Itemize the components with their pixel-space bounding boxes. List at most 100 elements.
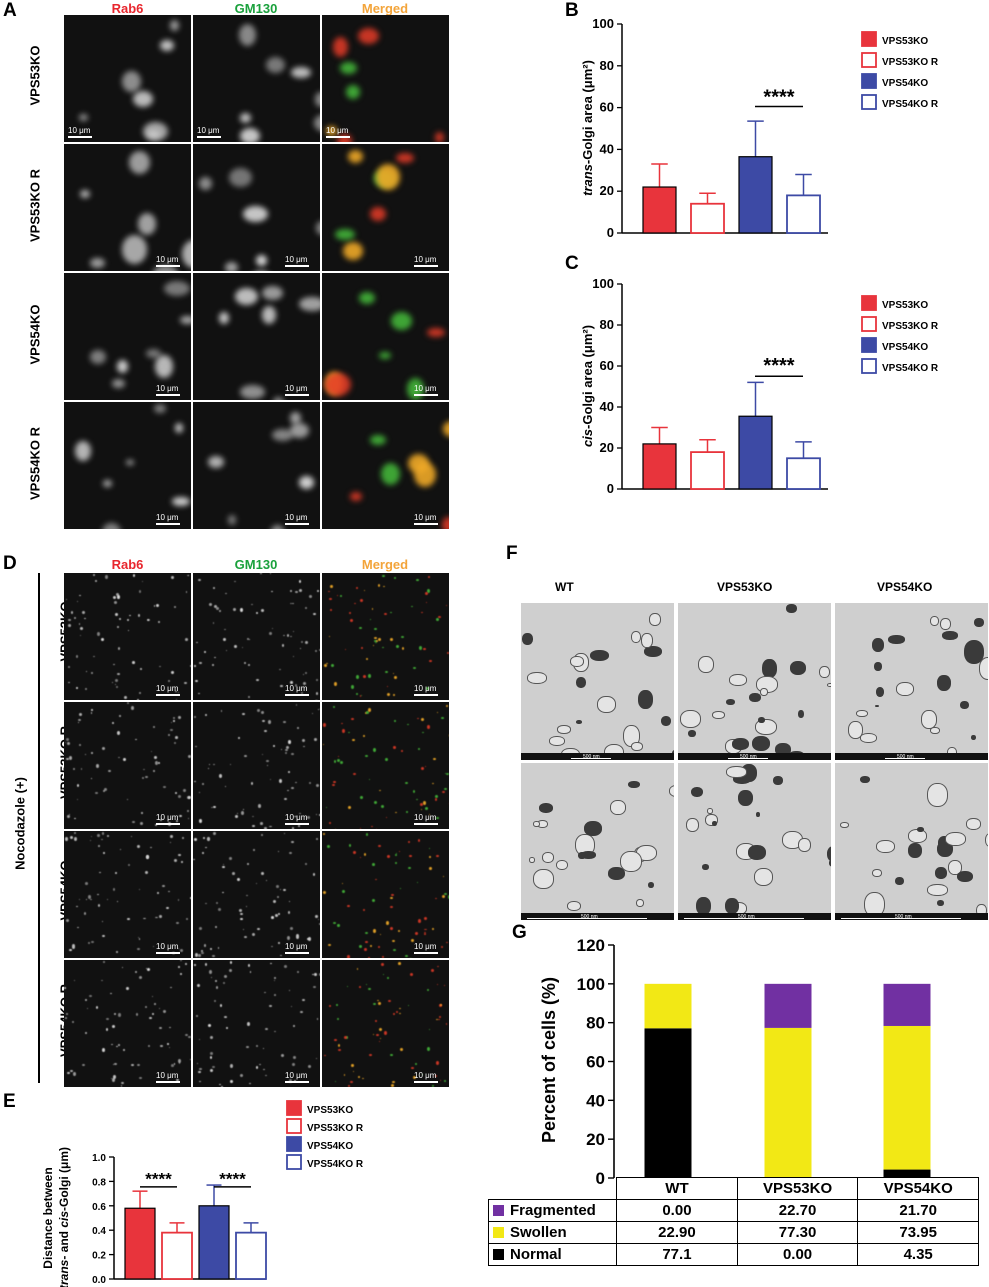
scale-bar-label: 10 μm: [414, 513, 437, 522]
scale-bar: [414, 265, 438, 267]
panel-label-d: D: [3, 553, 17, 574]
scale-bar: [326, 136, 350, 138]
scale-bar-label: 10 μm: [156, 255, 179, 264]
scale-bar: [156, 952, 180, 954]
y-tick-label: 0: [607, 481, 614, 496]
significance-stars: ****: [145, 1169, 172, 1188]
y-tick-label: 40: [600, 141, 614, 156]
scale-bar-label: 10 μm: [285, 513, 308, 522]
micrograph-tile: 10 μm: [64, 702, 191, 829]
bar-vps53ko-r: [161, 1231, 193, 1280]
em-scale-bar-strip: [521, 913, 674, 920]
legend-label: VPS53KO R: [882, 57, 939, 68]
chart-c-cis-golgi-area: 0 20 40 60 80 100 VPS53KO VPS53KO R VPS54KO VPS54…: [580, 276, 939, 496]
table-cell: 22.90: [616, 1221, 738, 1244]
em-scale-bar: [841, 918, 961, 919]
em-scale-bar-strip: [678, 753, 831, 760]
panel-label-a: A: [3, 0, 17, 21]
table-cell: 73.95: [857, 1221, 979, 1244]
scale-bar-label: 10 μm: [414, 813, 437, 822]
legend-label: VPS54KO R: [882, 99, 939, 110]
y-tick-label: 120: [577, 936, 605, 955]
scale-bar-label: 10 μm: [156, 384, 179, 393]
scale-bar: [414, 694, 438, 696]
y-axis-label: Percent of cells (%): [539, 977, 559, 1143]
table-cell: 77.1: [616, 1243, 738, 1266]
col-header-rab6: Rab6: [111, 1, 144, 16]
em-scale-bar: [728, 758, 768, 759]
y-tick-label: 0.0: [92, 1275, 106, 1286]
col-header-merged-d: Merged: [361, 557, 409, 572]
scale-bar-label: 10 μm: [285, 942, 308, 951]
legend-swatch: [861, 73, 877, 89]
bar-vps54ko-fragmented: [883, 983, 931, 1026]
micrograph-tile: 10 μm: [64, 960, 191, 1087]
col-header-gm130-d: GM130: [234, 557, 278, 572]
em-scale-bar-label: 500 nm: [738, 914, 755, 920]
scale-bar: [285, 394, 309, 396]
scale-bar-label: 10 μm: [414, 942, 437, 951]
y-tick-label: 60: [586, 1053, 605, 1072]
scale-bar: [285, 1081, 309, 1083]
legend-label: VPS53KO R: [882, 321, 939, 332]
legend-swatch: [861, 337, 877, 353]
legend-label: VPS53KO: [882, 300, 928, 311]
significance-stars: ****: [763, 355, 794, 377]
em-micrograph-tile: 500 nm: [678, 603, 831, 760]
em-scale-bar: [885, 758, 925, 759]
y-tick-label: 100: [592, 276, 614, 291]
bar-vps53ko-fragmented: [764, 983, 812, 1028]
scale-bar: [156, 265, 180, 267]
y-tick-label: 80: [600, 58, 614, 73]
bar-vps54ko: [738, 156, 773, 234]
table-cell: 21.70: [857, 1199, 979, 1222]
table-row-normal: Normal 77.1 0.00 4.35: [487, 1243, 979, 1266]
legend-label: VPS53KO: [882, 36, 928, 47]
bar-vps53ko-r: [690, 202, 725, 234]
legend-swatch: [286, 1118, 302, 1134]
y-tick-label: 100: [577, 975, 605, 994]
bar-vps54ko-normal: [883, 1169, 931, 1178]
em-scale-bar-strip: [521, 753, 674, 760]
em-scale-bar-label: 500 nm: [740, 754, 757, 760]
table-row-fragmented: Fragmented 0.00 22.70 21.70: [487, 1199, 979, 1222]
table-row-label: Swollen: [487, 1221, 618, 1244]
micrograph-tile: 10 μm: [322, 144, 449, 271]
legend-swatch: [861, 52, 877, 68]
col-header-gm130: GM130: [234, 1, 278, 16]
y-tick-label: 1.0: [92, 1153, 106, 1164]
scale-bar-label: 10 μm: [156, 942, 179, 951]
scale-bar-label: 10 μm: [156, 684, 179, 693]
micrograph-tile: 10 μm: [322, 831, 449, 958]
table-cell: 0.00: [736, 1243, 859, 1266]
micrograph-tile: 10 μm: [193, 144, 320, 271]
micrograph-tile: 10 μm: [64, 402, 191, 529]
legend-swatch: [861, 295, 877, 311]
table-cell: 22.70: [736, 1199, 859, 1222]
table-col-vps54ko: VPS54KO: [857, 1177, 979, 1200]
micrograph-tile: 10 μm: [193, 831, 320, 958]
micrograph-tile: 10 μm: [322, 960, 449, 1087]
bar-vps54ko-swollen: [883, 1025, 931, 1170]
micrograph-tile: 10 μm: [193, 573, 320, 700]
y-tick-label: 40: [600, 399, 614, 414]
scale-bar-label: 10 μm: [285, 813, 308, 822]
scale-bar: [414, 1081, 438, 1083]
micrograph-tile: 10 μm: [322, 573, 449, 700]
legend-swatch: [286, 1100, 302, 1116]
swatch-swollen: [493, 1227, 504, 1238]
scale-bar-label: 10 μm: [414, 384, 437, 393]
scale-bar-label: 10 μm: [68, 126, 91, 135]
em-header-wt: WT: [555, 580, 574, 594]
scale-bar-label: 10 μm: [156, 813, 179, 822]
scale-bar: [156, 1081, 180, 1083]
scale-bar-label: 10 μm: [285, 255, 308, 264]
table-corner: [488, 1177, 618, 1200]
swatch-normal: [493, 1249, 504, 1260]
em-micrograph-tile: 500 nm: [835, 763, 988, 920]
micrograph-tile: 10 μm: [193, 960, 320, 1087]
panel-label-e: E: [3, 1091, 16, 1112]
micrograph-tile: 10 μm: [64, 573, 191, 700]
scale-bar: [68, 136, 92, 138]
legend-label: VPS54KO: [307, 1141, 353, 1152]
